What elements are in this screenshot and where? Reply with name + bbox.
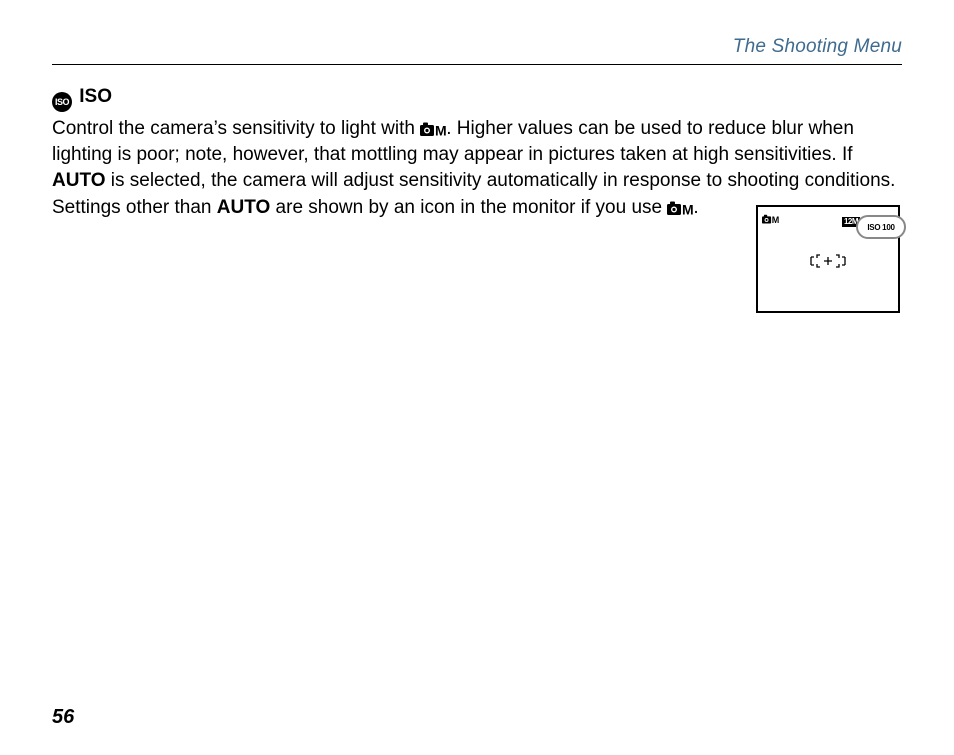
body-text-4: are shown by an icon in the monitor if y… — [270, 197, 667, 218]
iso-section: ISO ISO Control the camera’s sensitivity… — [52, 86, 902, 221]
iso-icon: ISO — [52, 92, 72, 112]
page-number: 56 — [52, 706, 74, 729]
header-rule — [52, 64, 902, 65]
svg-text:M: M — [435, 123, 446, 138]
svg-text:M: M — [682, 201, 693, 216]
manual-page: The Shooting Menu ISO ISO Control the ca… — [0, 0, 954, 755]
iso-indicator-text: ISO 100 — [867, 223, 894, 232]
lcd-panel: M 12M ISO 100 — [756, 205, 900, 313]
camera-m-icon: M — [762, 211, 788, 227]
body-text-end: . — [693, 197, 698, 218]
body-bold-2: AUTO — [217, 197, 270, 218]
section-heading-text: ISO — [79, 86, 112, 107]
focus-brackets-icon — [810, 253, 846, 274]
body-bold-1: AUTO — [52, 170, 105, 191]
camera-m-icon: M — [420, 121, 446, 137]
section-heading: ISO ISO — [52, 86, 902, 112]
iso-indicator-circle: ISO 100 — [856, 215, 906, 239]
svg-text:M: M — [772, 215, 779, 224]
body-text-1: Control the camera’s sensitivity to ligh… — [52, 118, 420, 139]
running-header: The Shooting Menu — [52, 36, 902, 58]
camera-m-icon: M — [667, 200, 693, 216]
